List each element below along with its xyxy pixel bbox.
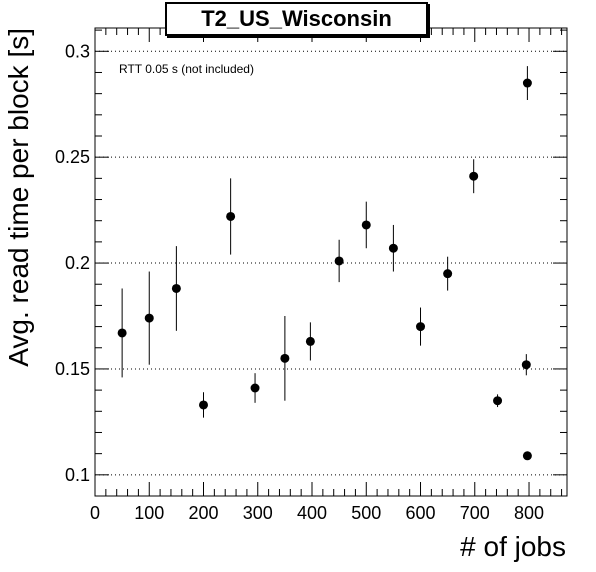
plot-frame bbox=[94, 27, 568, 497]
tick-labels: 0 100 200 300 400 500 600 700 800 0.1 0.15 0.2 0.25 0… bbox=[55, 41, 544, 523]
x-tick-label: 600 bbox=[405, 503, 435, 523]
data-point bbox=[443, 269, 453, 279]
data-point bbox=[416, 322, 426, 332]
x-tick-label: 200 bbox=[188, 503, 218, 523]
data-point bbox=[522, 451, 532, 461]
data-point bbox=[388, 243, 398, 253]
grid-lines bbox=[95, 50, 567, 476]
x-tick-label: 500 bbox=[351, 503, 381, 523]
chart-title: T2_US_Wisconsin bbox=[165, 2, 428, 36]
data-point bbox=[226, 211, 236, 221]
y-axis-title: Avg. read time per block [s] bbox=[3, 28, 34, 367]
x-tick-label: 100 bbox=[134, 503, 164, 523]
data-point bbox=[305, 336, 315, 346]
axis-ticks bbox=[94, 28, 567, 497]
x-axis-title: # of jobs bbox=[460, 531, 566, 562]
x-tick-label: 0 bbox=[90, 503, 100, 523]
data-point bbox=[469, 171, 479, 181]
y-tick-label: 0.15 bbox=[55, 359, 90, 379]
data-point bbox=[521, 360, 531, 370]
annotation-text: RTT 0.05 s (not included) bbox=[119, 62, 254, 76]
x-tick-label: 400 bbox=[297, 503, 327, 523]
y-tick-label: 0.2 bbox=[65, 253, 90, 273]
data-point bbox=[493, 396, 503, 406]
data-point bbox=[522, 78, 532, 88]
data-point bbox=[144, 313, 154, 323]
data-point bbox=[361, 220, 371, 230]
y-tick-label: 0.25 bbox=[55, 147, 90, 167]
data-point bbox=[199, 400, 209, 410]
data-point bbox=[280, 353, 290, 363]
y-tick-label: 0.3 bbox=[65, 41, 90, 61]
x-tick-label: 300 bbox=[243, 503, 273, 523]
data-point bbox=[117, 328, 127, 338]
x-tick-label: 700 bbox=[460, 503, 490, 523]
y-tick-label: 0.1 bbox=[65, 465, 90, 485]
x-tick-label: 800 bbox=[514, 503, 544, 523]
data-point bbox=[171, 283, 181, 293]
data-point bbox=[250, 383, 260, 393]
data-point bbox=[334, 256, 344, 266]
data-points bbox=[117, 66, 532, 461]
